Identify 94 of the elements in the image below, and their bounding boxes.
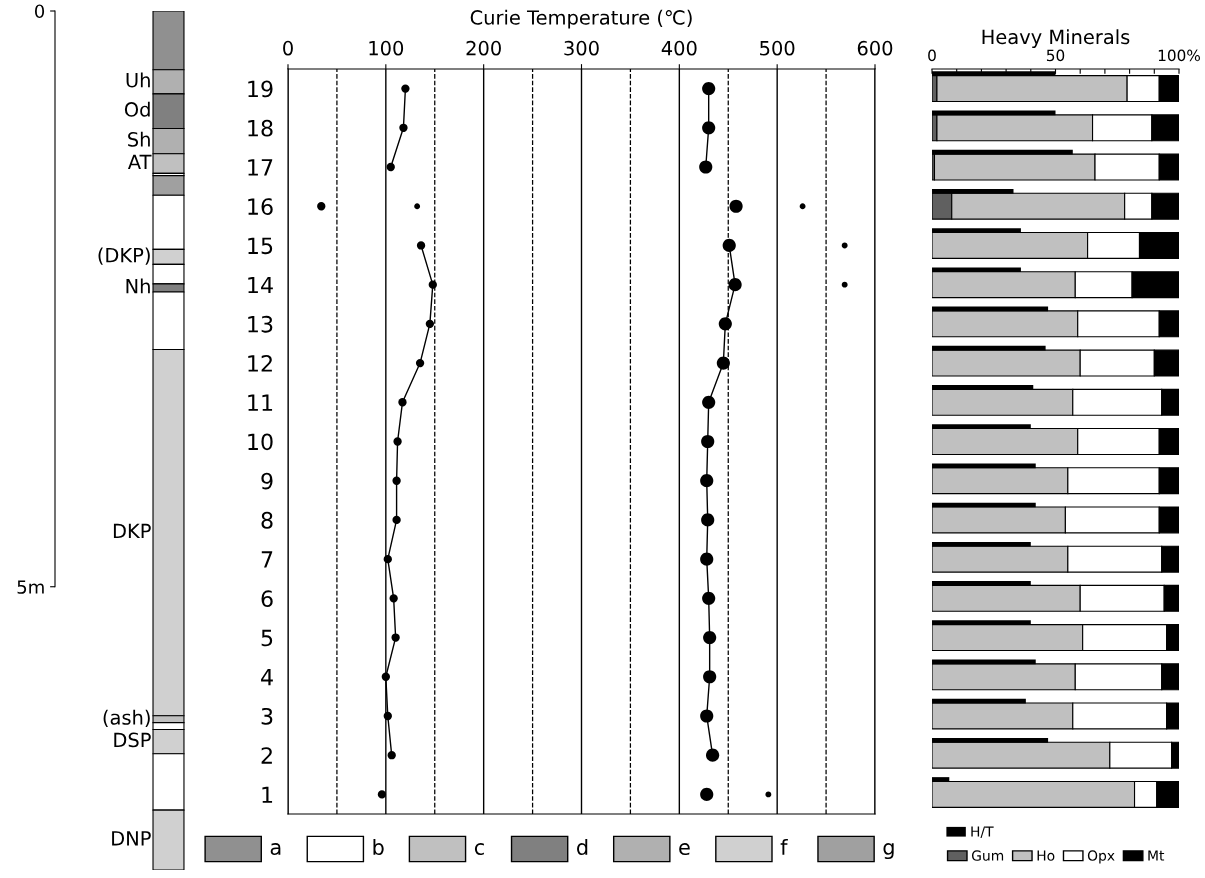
category-label: d bbox=[577, 838, 588, 856]
point bbox=[428, 280, 437, 289]
y-tick-label: 16 bbox=[248, 198, 273, 215]
y-tick-label: 17 bbox=[248, 159, 273, 176]
point bbox=[425, 319, 435, 329]
point bbox=[383, 711, 392, 721]
point bbox=[414, 203, 421, 210]
point bbox=[391, 633, 400, 642]
y-tick-label: 3 bbox=[261, 707, 273, 725]
y-tick-label: 1 bbox=[262, 786, 273, 803]
point bbox=[701, 434, 715, 449]
x-tick-label: 0 bbox=[283, 40, 293, 56]
legend-label: Gum bbox=[971, 850, 1004, 861]
point bbox=[393, 437, 402, 446]
y-tick-label: 6 bbox=[261, 590, 273, 608]
series-label: (DKP) bbox=[98, 247, 150, 265]
y-tick-label: 14 bbox=[248, 276, 273, 294]
x-tick-label: 500 bbox=[760, 40, 795, 56]
point bbox=[702, 121, 716, 135]
point bbox=[729, 199, 743, 213]
series-label: Uh bbox=[126, 72, 150, 88]
series-label: Sh bbox=[128, 131, 150, 147]
point bbox=[728, 278, 742, 292]
point bbox=[317, 202, 326, 211]
point bbox=[701, 513, 715, 527]
point bbox=[799, 203, 806, 210]
category-label: e bbox=[679, 843, 690, 856]
point bbox=[841, 281, 848, 288]
y-tick-label: 8 bbox=[261, 511, 273, 529]
point bbox=[377, 790, 387, 799]
point bbox=[383, 554, 392, 564]
x-tick-label: 200 bbox=[466, 40, 501, 56]
x-tick-label: 0 bbox=[928, 49, 936, 62]
y-tick-label: 5 bbox=[261, 629, 273, 647]
point bbox=[718, 317, 732, 331]
point bbox=[700, 787, 714, 801]
chart-title: Curie Temperature (℃) bbox=[470, 9, 692, 29]
point bbox=[700, 474, 714, 488]
series-label: DSP bbox=[114, 732, 151, 748]
point bbox=[703, 630, 717, 645]
chart-title: Heavy Minerals bbox=[982, 29, 1130, 49]
y-tick-label: 11 bbox=[248, 394, 273, 411]
point bbox=[392, 515, 401, 525]
point bbox=[702, 82, 716, 96]
point bbox=[702, 591, 716, 605]
x-tick-label: 100 bbox=[369, 40, 404, 56]
point bbox=[722, 238, 736, 253]
y-tick-label: 2 bbox=[261, 747, 272, 764]
legend-label: Opx bbox=[1087, 850, 1115, 864]
legend-label: Mt bbox=[1148, 850, 1165, 861]
series-label: (ash) bbox=[103, 709, 150, 728]
y-tick-label: 19 bbox=[248, 80, 273, 98]
series-label: Od bbox=[124, 101, 150, 117]
point bbox=[387, 751, 396, 760]
y-tick-label: 9 bbox=[261, 472, 273, 490]
x-tick-label: 300 bbox=[564, 40, 599, 56]
series-label: AT bbox=[127, 154, 152, 169]
point bbox=[703, 670, 717, 684]
category-label: a bbox=[270, 843, 281, 856]
point bbox=[700, 709, 714, 723]
point bbox=[765, 791, 772, 798]
series-label: Nh bbox=[126, 278, 150, 294]
point bbox=[702, 395, 716, 409]
y-tick-label: 5m bbox=[17, 580, 44, 594]
x-tick-label: 50 bbox=[1046, 49, 1065, 62]
y-tick-label: 7 bbox=[261, 551, 273, 568]
point bbox=[699, 160, 713, 174]
series-label: DNP bbox=[112, 831, 151, 846]
x-tick-label: 100% bbox=[1158, 49, 1200, 62]
legend-label: Ho bbox=[1037, 850, 1055, 861]
point bbox=[389, 594, 398, 603]
point bbox=[841, 242, 848, 249]
point bbox=[706, 748, 720, 762]
y-tick-label: 10 bbox=[248, 433, 273, 451]
x-tick-label: 600 bbox=[857, 40, 893, 56]
point bbox=[416, 241, 426, 250]
y-tick-label: 15 bbox=[248, 237, 273, 255]
point bbox=[415, 358, 425, 368]
point bbox=[398, 398, 407, 407]
y-tick-label: 4 bbox=[261, 669, 273, 686]
series-label: DKP bbox=[113, 523, 151, 538]
point bbox=[392, 476, 401, 485]
point bbox=[716, 356, 730, 370]
point bbox=[381, 672, 390, 681]
y-tick-label: 12 bbox=[248, 355, 272, 372]
y-tick-label: 18 bbox=[248, 119, 273, 137]
category-label: b bbox=[373, 838, 384, 856]
x-tick-label: 400 bbox=[661, 40, 697, 56]
category-label: f bbox=[780, 838, 788, 855]
category-label: c bbox=[474, 843, 484, 856]
legend-label: H/T bbox=[971, 826, 994, 838]
y-tick-label: 13 bbox=[248, 315, 273, 333]
category-label: g bbox=[883, 843, 894, 860]
point bbox=[700, 552, 714, 566]
